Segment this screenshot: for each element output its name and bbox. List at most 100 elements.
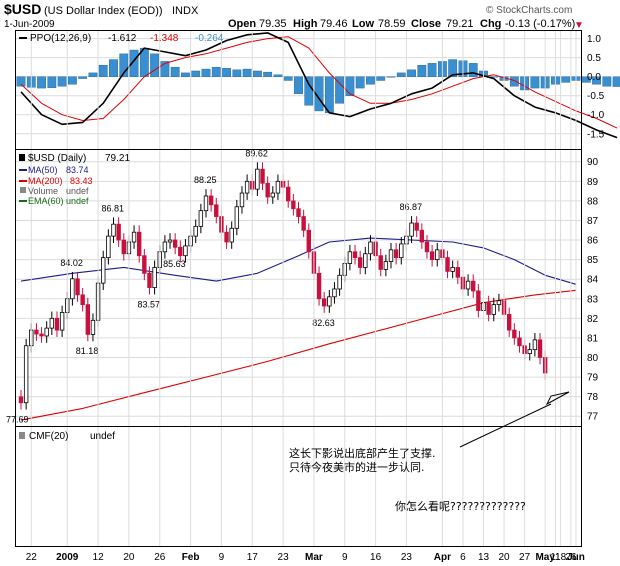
- candle-body: [167, 239, 173, 243]
- candle-body: [388, 249, 394, 262]
- brand-logo: © StockCharts.com: [486, 5, 572, 16]
- candle-body: [512, 329, 517, 339]
- cmf-legend: CMF(20) undef: [19, 431, 115, 442]
- x-tick-label: 9: [219, 552, 225, 563]
- price-y-tick: 81: [587, 333, 599, 344]
- candle-body: [193, 225, 198, 237]
- exchange: INDX: [172, 5, 199, 17]
- ppo-hist-bar: [592, 76, 601, 85]
- ppo-hist-bar: [57, 76, 67, 87]
- ppo-hist-bar: [67, 76, 77, 85]
- ppo-hist-bar: [242, 68, 252, 77]
- x-tick-label: Jun: [567, 552, 585, 563]
- x-tick-label: 11: [550, 552, 561, 563]
- x-tick-label: Mar: [305, 552, 323, 563]
- ppo-hist-bar: [396, 72, 406, 77]
- open-value: 79.35: [259, 18, 287, 30]
- volume-legend-label: Volume: [28, 186, 58, 196]
- candle-body: [244, 180, 250, 194]
- ma50-legend-label: MA(50): [28, 165, 58, 175]
- candle-body: [414, 222, 419, 231]
- candle-body: [409, 222, 414, 237]
- price-y-tick: 85: [587, 255, 599, 266]
- ppo-hist-bar: [88, 72, 98, 77]
- ppo-hist-bar: [355, 76, 365, 89]
- candle-body: [435, 249, 440, 261]
- candle-body: [152, 267, 157, 289]
- price-y-tick: 84: [587, 275, 599, 286]
- x-tick-label: Apr: [434, 552, 451, 563]
- note-line-2: 只待今夜美市的进一步认同.: [289, 460, 425, 474]
- candle-body: [260, 168, 265, 184]
- candle-body: [471, 280, 476, 292]
- price-y-tick: 78: [587, 392, 599, 403]
- candle-body: [347, 251, 353, 264]
- ppo-y-tick: -1.0: [587, 110, 605, 121]
- ppo-hist-bar: [345, 76, 355, 96]
- price-annotations: 77.69 84.02 81.18 86.81 83.57 85.63 88.25 89.62…: [6, 148, 422, 424]
- candle-body: [357, 257, 363, 268]
- candle-body: [517, 337, 522, 347]
- candle-body: [450, 267, 455, 272]
- index-name: (US Dollar Index (EOD)): [44, 5, 163, 17]
- price-annotation: 83.57: [137, 299, 160, 309]
- x-tick-label: 6: [460, 552, 466, 563]
- candle-body: [101, 257, 106, 284]
- price-grid: [16, 161, 581, 417]
- ppo-hist-bar: [376, 76, 386, 81]
- candle-body: [383, 261, 389, 270]
- ppo-legend-ppo: -1.612: [108, 33, 137, 44]
- ppo-legend-signal: -1.348: [150, 33, 179, 44]
- candle-body: [424, 241, 430, 253]
- ppo-hist-bar: [407, 69, 416, 77]
- price-y-tick: 82: [587, 314, 599, 325]
- ppo-line: [20, 32, 618, 139]
- hand-annotation: [459, 391, 570, 448]
- price-y-tick: 88: [587, 196, 599, 207]
- candle-body: [208, 195, 214, 206]
- ppo-hist-bar: [581, 76, 591, 83]
- candle-body: [275, 180, 281, 194]
- price-legend-label: $USD (Daily): [28, 153, 86, 164]
- signal-line: [20, 36, 618, 129]
- candle-body: [59, 312, 65, 331]
- candle-body: [131, 231, 137, 243]
- candle-body: [368, 241, 373, 255]
- candle-body: [39, 333, 44, 337]
- candle-body: [527, 349, 532, 354]
- candle-body: [455, 267, 461, 278]
- annotation-arrow-line: [459, 403, 552, 448]
- ma200-legend-value: 83.43: [70, 176, 93, 186]
- ppo-hist-bar: [47, 76, 57, 88]
- note-line-1: 这长下影说出底部产生了支撑.: [289, 446, 436, 460]
- price-legend-value: 79.21: [105, 153, 130, 164]
- ppo-hist-bar: [119, 53, 129, 77]
- ppo-hist-bar: [252, 70, 262, 77]
- cmf-panel-frame: [15, 426, 582, 547]
- candle-body: [506, 314, 512, 331]
- candle-body: [85, 304, 91, 335]
- ppo-hist-bar: [98, 65, 108, 77]
- price-y-tick: 83: [587, 294, 599, 305]
- close-value: 79.21: [446, 18, 474, 30]
- candle-body: [337, 274, 342, 290]
- candle-body: [265, 182, 270, 198]
- candle-body: [378, 255, 383, 270]
- candle-body: [486, 302, 491, 315]
- x-tick-label: 13: [478, 552, 490, 563]
- candle-body: [321, 298, 327, 307]
- candle-body: [239, 192, 245, 208]
- candle-body: [316, 272, 322, 300]
- candle-body: [491, 304, 496, 315]
- price-annotation: 85.63: [163, 259, 186, 269]
- ppo-hist-bar: [191, 70, 201, 77]
- price-annotation: 77.69: [6, 414, 29, 424]
- annotation-arrow-head: [545, 391, 570, 406]
- candle-body: [162, 241, 168, 253]
- candle-body: [399, 243, 404, 259]
- candle-body: [496, 300, 502, 306]
- ppo-y-axis: 1.0 0.5 0.0 -0.5 -1.0 -1.5: [587, 34, 605, 140]
- low-value: 78.59: [378, 18, 406, 30]
- candle-body: [291, 200, 296, 210]
